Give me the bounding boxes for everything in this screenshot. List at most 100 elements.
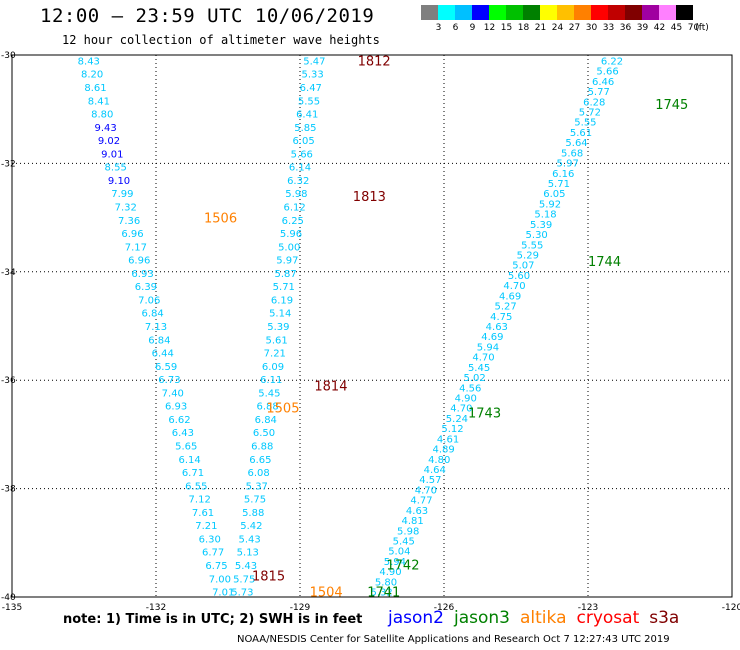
wave-height-value: 6.93: [165, 402, 187, 413]
wave-height-value: 7.01: [212, 588, 234, 599]
color-swatch-21: [523, 5, 540, 20]
wave-height-value: 6.84: [148, 335, 170, 346]
color-scale-label: 70: [687, 23, 700, 33]
wave-height-value: 6.77: [202, 548, 224, 559]
wave-height-value: 6.25: [282, 216, 304, 227]
wave-height-value: 7.13: [145, 322, 167, 333]
footnote: note: 1) Time is in UTC; 2) SWH is in fe…: [63, 612, 363, 627]
plot-frame: [11, 54, 733, 598]
wave-height-value: 5.68: [561, 148, 583, 159]
wave-height-value: 5.39: [530, 220, 552, 231]
wave-height-value: 5.43: [238, 534, 260, 545]
wave-height-value: 6.46: [592, 77, 614, 88]
wave-height-value: 5.94: [384, 557, 406, 568]
wave-height-value: 6.93: [131, 269, 153, 280]
wave-height-value: 4.57: [419, 475, 441, 486]
wave-height-value: 5.65: [175, 442, 197, 453]
wave-height-value: 4.80: [428, 455, 450, 466]
wave-height-value: 4.81: [401, 516, 423, 527]
wave-height-value: 5.64: [565, 138, 587, 149]
y-tick-label: -40: [1, 593, 16, 603]
wave-height-value: 7.99: [111, 189, 133, 200]
wave-height-value: 9.02: [98, 136, 120, 147]
wave-height-value: 4.64: [424, 465, 446, 476]
color-scale-label: 24: [551, 23, 564, 33]
wave-height-value: 5.32: [370, 588, 392, 599]
color-swatch-18: [506, 5, 523, 20]
wave-height-value: 6.84: [255, 415, 277, 426]
wave-height-value: 5.80: [375, 577, 397, 588]
wave-height-value: 5.92: [539, 199, 561, 210]
x-tick-label: -135: [2, 603, 22, 613]
wave-height-value: 6.41: [296, 110, 318, 121]
wave-height-value: 5.14: [269, 309, 291, 320]
wave-height-value: 5.42: [240, 521, 262, 532]
wave-height-value: 6.11: [260, 375, 282, 386]
wave-height-value: 6.55: [185, 481, 207, 492]
legend-item-altika: altika: [520, 608, 567, 628]
wave-height-value: 6.32: [287, 176, 309, 187]
wave-height-value: 5.94: [477, 342, 499, 353]
wave-height-value: 4.56: [459, 383, 481, 394]
pass-time-label: 1745: [655, 98, 688, 113]
wave-height-value: 6.47: [300, 83, 322, 94]
pass-time-label: 1813: [353, 190, 386, 205]
wave-height-value: 4.90: [379, 567, 401, 578]
color-swatch-9: [455, 5, 472, 20]
wave-height-value: 5.18: [534, 210, 556, 221]
legend-item-jason2: jason2: [388, 608, 444, 628]
color-swatch-70: [676, 5, 693, 20]
wave-height-value: 6.84: [142, 309, 164, 320]
pass-time-label: 1812: [358, 54, 391, 69]
wave-height-value: 6.05: [543, 189, 565, 200]
color-scale-label: 42: [653, 23, 666, 33]
wave-height-value: 6.75: [205, 561, 227, 572]
wave-height-value: 6.22: [601, 56, 623, 67]
wave-height-value: 5.71: [548, 179, 570, 190]
wave-height-value: 6.05: [292, 136, 314, 147]
wave-height-value: 5.55: [574, 118, 596, 129]
color-scale-label: 30: [585, 23, 598, 33]
color-scale-label: 9: [469, 23, 476, 33]
color-scale-label: 33: [602, 23, 615, 33]
wave-height-value: 5.97: [276, 256, 298, 267]
wave-height-value: 5.97: [557, 159, 579, 170]
wave-height-value: 6.71: [182, 468, 204, 479]
color-scale-label: 39: [636, 23, 649, 33]
wave-height-value: 5.61: [570, 128, 592, 139]
wave-height-value: 5.75: [233, 574, 255, 585]
color-scale-label: 21: [534, 23, 547, 33]
color-swatch-27: [557, 5, 574, 20]
wave-height-value: 5.73: [231, 588, 253, 599]
wave-height-value: 5.12: [441, 424, 463, 435]
wave-height-value: 4.63: [486, 322, 508, 333]
wave-height-value: 5.98: [285, 189, 307, 200]
credit-line: NOAA/NESDIS Center for Satellite Applica…: [237, 634, 670, 645]
wave-height-value: 9.01: [101, 149, 123, 160]
wave-height-value: 9.43: [94, 123, 116, 134]
wave-height-value: 8.20: [81, 70, 103, 81]
color-scale-label: 27: [568, 23, 581, 33]
wave-height-value: 5.75: [244, 495, 266, 506]
wave-height-value: 5.85: [294, 123, 316, 134]
wave-height-value: 9.10: [108, 176, 130, 187]
wave-height-value: 6.30: [199, 534, 221, 545]
wave-height-value: 5.60: [508, 271, 530, 282]
color-scale-label: 45: [670, 23, 683, 33]
y-tick-label: -38: [1, 485, 16, 495]
pass-time-label: 1742: [386, 558, 419, 573]
color-swatch-3: [421, 5, 438, 20]
color-scale-label: 15: [500, 23, 513, 33]
x-tick-label: -132: [146, 603, 166, 613]
wave-height-value: 6.28: [583, 97, 605, 108]
wave-height-value: 5.04: [388, 547, 410, 558]
pass-time-label: 1741: [367, 586, 400, 601]
wave-height-value: 7.40: [162, 388, 184, 399]
wave-height-value: 6.44: [152, 349, 174, 360]
wave-height-value: 5.07: [512, 261, 534, 272]
color-swatch-12: [472, 5, 489, 20]
satellite-legend: jason2 jason3 altika cryosat s3a: [388, 608, 689, 628]
wave-height-value: 4.69: [481, 332, 503, 343]
wave-height-value: 6.73: [158, 375, 180, 386]
wave-height-value: 4.61: [437, 434, 459, 445]
